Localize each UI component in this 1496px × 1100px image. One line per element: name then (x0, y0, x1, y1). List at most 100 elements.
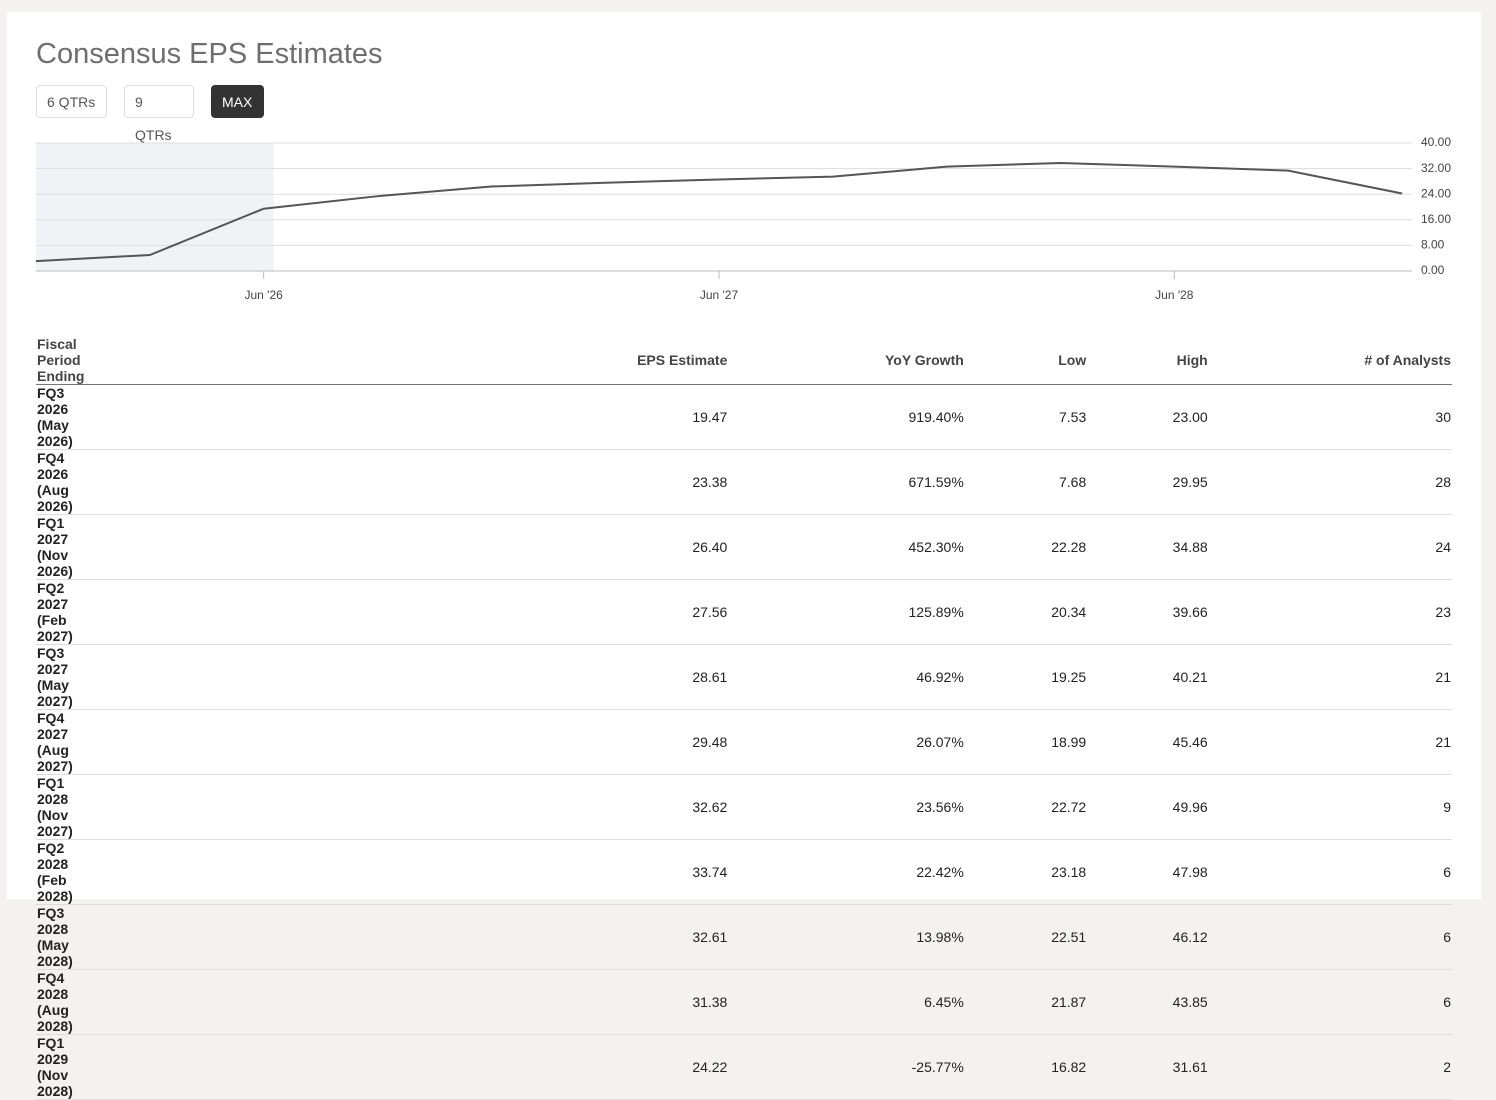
y-tick-label: 24.00 (1421, 186, 1451, 200)
x-tick-label: Jun '27 (700, 288, 739, 302)
y-tick-label: 0.00 (1421, 263, 1445, 277)
table-cell: 22.72 (964, 774, 1088, 840)
table-cell: FQ1 2027 (Nov 2026) (36, 514, 86, 580)
table-cell: 21 (1208, 709, 1452, 775)
card: Consensus EPS Estimates 6 QTRs 9 QTRs MA… (7, 12, 1481, 1100)
table-cell: 29.95 (1087, 449, 1209, 515)
table-cell: 46.92% (728, 644, 965, 710)
table-row: FQ3 2027 (May 2027) 28.61 46.92% 19.25 40.21… (36, 644, 1452, 710)
table-cell: 30 (1208, 384, 1452, 450)
table-row: FQ1 2029 (Nov 2028) 24.22 -25.77% 16.82 31.6… (36, 1034, 1452, 1100)
table-cell: 16.82 (964, 1034, 1088, 1100)
table-cell: 32.62 (85, 774, 729, 840)
table-row: FQ4 2026 (Aug 2026) 23.38 671.59% 7.68 29.95… (36, 449, 1452, 515)
table-cell: 28 (1208, 449, 1452, 515)
table-cell: 20.34 (964, 579, 1088, 645)
table-cell: 22.51 (964, 904, 1088, 970)
table-row: FQ2 2028 (Feb 2028) 33.74 22.42% 23.18 47.98… (36, 839, 1452, 905)
table-cell: FQ4 2027 (Aug 2027) (36, 709, 86, 775)
table-cell: 125.89% (728, 579, 965, 645)
estimates-table: Fiscal Period Ending EPS Estimate YoY Grow… (36, 336, 1452, 1100)
range-button[interactable]: 9 QTRs (124, 85, 194, 143)
column-header: High (1087, 336, 1209, 385)
table-cell: FQ2 2027 (Feb 2027) (36, 579, 86, 645)
table-cell: 6 (1208, 839, 1452, 905)
table-row: FQ1 2028 (Nov 2027) 32.62 23.56% 22.72 49.96… (36, 774, 1452, 840)
table-cell: 23.18 (964, 839, 1088, 905)
table-cell: FQ3 2026 (May 2026) (36, 384, 86, 450)
history-shade (36, 143, 274, 271)
table-cell: 919.40% (728, 384, 965, 450)
table-cell: FQ1 2028 (Nov 2027) (36, 774, 86, 840)
table-cell: 19.47 (85, 384, 729, 450)
page: Consensus EPS Estimates 6 QTRs 9 QTRs MA… (7, 12, 1481, 1100)
table-cell: 21.87 (964, 969, 1088, 1035)
table-cell: 7.68 (964, 449, 1088, 515)
table-cell: 9 (1208, 774, 1452, 840)
table-cell: 31.38 (85, 969, 729, 1035)
table-cell: 32.61 (85, 904, 729, 970)
table-cell: 45.46 (1087, 709, 1209, 775)
table-cell: 22.28 (964, 514, 1088, 580)
table-cell: 46.12 (1087, 904, 1209, 970)
table-row: FQ3 2028 (May 2028) 32.61 13.98% 22.51 46.12… (36, 904, 1452, 970)
table-cell: 26.40 (85, 514, 729, 580)
table-cell: 33.74 (85, 839, 729, 905)
table-cell: 21 (1208, 644, 1452, 710)
y-tick-label: 16.00 (1421, 212, 1451, 226)
x-tick-label: Jun '28 (1155, 288, 1194, 302)
table-row: FQ1 2027 (Nov 2026) 26.40 452.30% 22.28 34.8… (36, 514, 1452, 580)
title: Consensus EPS Estimates (36, 38, 383, 70)
table-cell: 23.38 (85, 449, 729, 515)
x-tick-label: Jun '26 (245, 288, 284, 302)
table-cell: 19.25 (964, 644, 1088, 710)
column-header: # of Analysts (1208, 336, 1452, 385)
table-cell: 6 (1208, 904, 1452, 970)
table-cell: 24 (1208, 514, 1452, 580)
table-row: FQ2 2027 (Feb 2027) 27.56 125.89% 20.34 39.6… (36, 579, 1452, 645)
table-cell: 26.07% (728, 709, 965, 775)
table-cell: 39.66 (1087, 579, 1209, 645)
table-cell: 29.48 (85, 709, 729, 775)
table-cell: 47.98 (1087, 839, 1209, 905)
table-cell: 6.45% (728, 969, 965, 1035)
y-tick-label: 40.00 (1421, 135, 1451, 149)
table-cell: FQ2 2028 (Feb 2028) (36, 839, 86, 905)
table-cell: 18.99 (964, 709, 1088, 775)
table-cell: FQ4 2028 (Aug 2028) (36, 969, 86, 1035)
range-button[interactable]: 6 QTRs (36, 85, 107, 118)
y-tick-label: 8.00 (1421, 238, 1445, 252)
table-cell: 6 (1208, 969, 1452, 1035)
table-cell: 2 (1208, 1034, 1452, 1100)
table-cell: 43.85 (1087, 969, 1209, 1035)
column-header: EPS Estimate (85, 336, 729, 385)
table-cell: 7.53 (964, 384, 1088, 450)
table-cell: 23.00 (1087, 384, 1209, 450)
range-button[interactable]: MAX (211, 85, 264, 118)
table-cell: FQ1 2029 (Nov 2028) (36, 1034, 86, 1100)
table-cell: -25.77% (728, 1034, 965, 1100)
table-cell: 671.59% (728, 449, 965, 515)
table-cell: 23.56% (728, 774, 965, 840)
table-cell: FQ4 2026 (Aug 2026) (36, 449, 86, 515)
table-row: FQ3 2026 (May 2026) 19.47 919.40% 7.53 23.00… (36, 384, 1452, 450)
table-cell: 28.61 (85, 644, 729, 710)
table-cell: 22.42% (728, 839, 965, 905)
table-cell: 23 (1208, 579, 1452, 645)
table-cell: 24.22 (85, 1034, 729, 1100)
table-row: FQ4 2028 (Aug 2028) 31.38 6.45% 21.87 43.85 6 (36, 969, 1452, 1035)
y-tick-label: 32.00 (1421, 161, 1451, 175)
column-header: YoY Growth (728, 336, 965, 385)
table-cell: FQ3 2028 (May 2028) (36, 904, 86, 970)
eps-line (35, 162, 1403, 263)
column-header: Low (964, 336, 1088, 385)
chart: 0.00 8.00 16.00 24.00 32.00 40.00 Jun '26 Jun '… (35, 135, 1451, 302)
table-row: FQ4 2027 (Aug 2027) 29.48 26.07% 18.99 45.46… (36, 709, 1452, 775)
table-cell: 34.88 (1087, 514, 1209, 580)
column-header: Fiscal Period Ending (36, 336, 86, 385)
table-cell: 27.56 (85, 579, 729, 645)
table-cell: 452.30% (728, 514, 965, 580)
table-cell: 13.98% (728, 904, 965, 970)
table-cell: 49.96 (1087, 774, 1209, 840)
table-cell: FQ3 2027 (May 2027) (36, 644, 86, 710)
